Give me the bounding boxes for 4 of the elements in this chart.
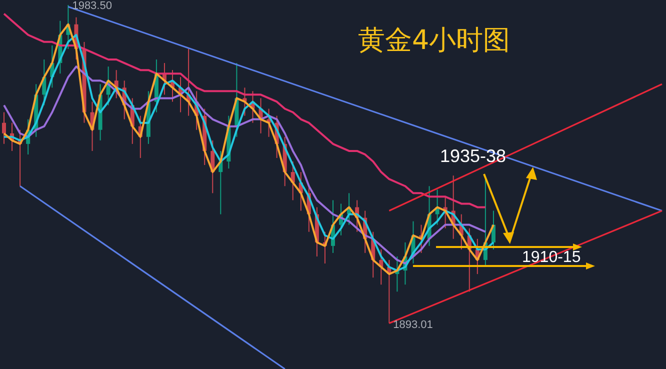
annotation: 1893.01 xyxy=(393,319,433,332)
candlestick xyxy=(2,112,6,144)
text: 黄金4小时图 xyxy=(358,24,510,58)
annotation: 1983.50 xyxy=(72,0,112,12)
